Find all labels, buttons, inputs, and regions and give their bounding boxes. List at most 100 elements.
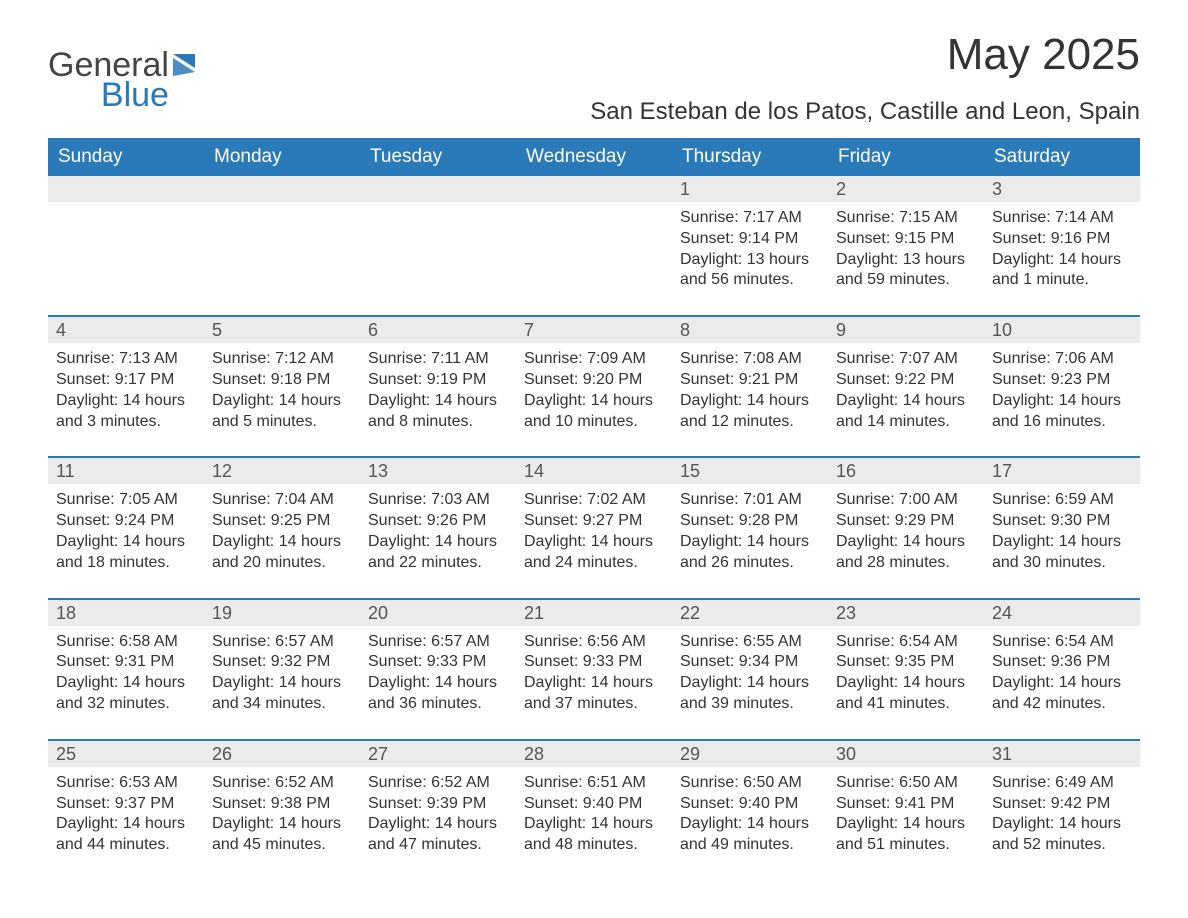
day-number: 20 [360,600,516,626]
daylight-text: Daylight: 14 hours and 49 minutes. [680,814,820,856]
sunset-text: Sunset: 9:26 PM [368,511,508,532]
day-cell: 25Sunrise: 6:53 AMSunset: 9:37 PMDayligh… [48,741,204,862]
sunset-text: Sunset: 9:18 PM [212,370,352,391]
day-cell: 1 Sunrise: 7:17 AMSunset: 9:14 PMDaylight… [672,176,828,297]
day-details: Sunrise: 6:52 AMSunset: 9:38 PMDaylight:… [204,767,360,862]
day-number: 11 [48,458,204,484]
dow-tuesday: Tuesday [360,138,516,176]
daylight-text: Daylight: 14 hours and 36 minutes. [368,673,508,715]
day-cell: 13Sunrise: 7:03 AMSunset: 9:26 PMDayligh… [360,458,516,579]
sunrise-text: Sunrise: 6:56 AM [524,632,664,653]
day-cell: 14Sunrise: 7:02 AMSunset: 9:27 PMDayligh… [516,458,672,579]
sunrise-text: Sunrise: 6:57 AM [212,632,352,653]
sunrise-text: Sunrise: 7:17 AM [680,208,820,229]
page-header: General Blue May 2025 San Esteban de los… [48,30,1140,126]
daylight-text: Daylight: 14 hours and 42 minutes. [992,673,1132,715]
day-details: Sunrise: 7:05 AMSunset: 9:24 PMDaylight:… [48,484,204,579]
brand-logo: General Blue [48,30,207,112]
sunset-text: Sunset: 9:37 PM [56,794,196,815]
sunrise-text: Sunrise: 6:59 AM [992,490,1132,511]
daylight-text: Daylight: 14 hours and 20 minutes. [212,532,352,574]
sunrise-text: Sunrise: 6:57 AM [368,632,508,653]
dow-monday: Monday [204,138,360,176]
sunrise-text: Sunrise: 7:08 AM [680,349,820,370]
day-details: Sunrise: 6:52 AMSunset: 9:39 PMDaylight:… [360,767,516,862]
day-cell: 9Sunrise: 7:07 AMSunset: 9:22 PMDaylight… [828,317,984,438]
sunset-text: Sunset: 9:28 PM [680,511,820,532]
sunset-text: Sunset: 9:40 PM [524,794,664,815]
sunset-text: Sunset: 9:30 PM [992,511,1132,532]
day-number: 18 [48,600,204,626]
month-year-title: May 2025 [590,30,1140,80]
sunset-text: Sunset: 9:34 PM [680,652,820,673]
day-details: Sunrise: 7:12 AMSunset: 9:18 PMDaylight:… [204,343,360,438]
sunset-text: Sunset: 9:35 PM [836,652,976,673]
day-number: 17 [984,458,1140,484]
day-number: 3 [984,176,1140,202]
daylight-text: Daylight: 14 hours and 41 minutes. [836,673,976,715]
sunset-text: Sunset: 9:36 PM [992,652,1132,673]
day-cell: 16Sunrise: 7:00 AMSunset: 9:29 PMDayligh… [828,458,984,579]
day-number: 27 [360,741,516,767]
sunset-text: Sunset: 9:14 PM [680,229,820,250]
day-details: Sunrise: 7:11 AMSunset: 9:19 PMDaylight:… [360,343,516,438]
day-details [516,202,672,214]
daylight-text: Daylight: 14 hours and 44 minutes. [56,814,196,856]
daylight-text: Daylight: 14 hours and 34 minutes. [212,673,352,715]
calendar-grid: Sunday Monday Tuesday Wednesday Thursday… [48,138,1140,862]
dow-thursday: Thursday [672,138,828,176]
day-details: Sunrise: 6:50 AMSunset: 9:40 PMDaylight:… [672,767,828,862]
brand-text: General Blue [48,48,169,112]
sunrise-text: Sunrise: 7:11 AM [368,349,508,370]
daylight-text: Daylight: 13 hours and 59 minutes. [836,250,976,292]
sunrise-text: Sunrise: 6:52 AM [368,773,508,794]
day-details [204,202,360,214]
daylight-text: Daylight: 14 hours and 1 minute. [992,250,1132,292]
day-cell: 19Sunrise: 6:57 AMSunset: 9:32 PMDayligh… [204,600,360,721]
sunrise-text: Sunrise: 6:54 AM [836,632,976,653]
day-number: 7 [516,317,672,343]
daylight-text: Daylight: 14 hours and 52 minutes. [992,814,1132,856]
daylight-text: Daylight: 14 hours and 32 minutes. [56,673,196,715]
daylight-text: Daylight: 14 hours and 14 minutes. [836,391,976,433]
weeks-container: 1Sunrise: 7:17 AMSunset: 9:14 PMDaylight… [48,176,1140,862]
sunset-text: Sunset: 9:33 PM [368,652,508,673]
day-cell [48,176,204,297]
sunrise-text: Sunrise: 6:50 AM [836,773,976,794]
day-details: Sunrise: 6:59 AMSunset: 9:30 PMDaylight:… [984,484,1140,579]
sunrise-text: Sunrise: 7:12 AM [212,349,352,370]
sunrise-text: Sunrise: 6:58 AM [56,632,196,653]
sunset-text: Sunset: 9:21 PM [680,370,820,391]
day-details: Sunrise: 6:55 AMSunset: 9:34 PMDaylight:… [672,626,828,721]
sunset-text: Sunset: 9:20 PM [524,370,664,391]
daylight-text: Daylight: 14 hours and 28 minutes. [836,532,976,574]
day-number: 21 [516,600,672,626]
day-details: Sunrise: 6:57 AMSunset: 9:32 PMDaylight:… [204,626,360,721]
day-details: Sunrise: 7:08 AMSunset: 9:21 PMDaylight:… [672,343,828,438]
day-number [516,176,672,202]
day-number: 30 [828,741,984,767]
sunrise-text: Sunrise: 6:52 AM [212,773,352,794]
day-details: Sunrise: 7:00 AMSunset: 9:29 PMDaylight:… [828,484,984,579]
day-number: 6 [360,317,516,343]
day-cell: 7Sunrise: 7:09 AMSunset: 9:20 PMDaylight… [516,317,672,438]
day-number: 9 [828,317,984,343]
day-details: Sunrise: 7:07 AMSunset: 9:22 PMDaylight:… [828,343,984,438]
day-details: Sunrise: 6:58 AMSunset: 9:31 PMDaylight:… [48,626,204,721]
day-number: 1 [672,176,828,202]
day-number: 26 [204,741,360,767]
sunset-text: Sunset: 9:39 PM [368,794,508,815]
daylight-text: Daylight: 14 hours and 24 minutes. [524,532,664,574]
daylight-text: Daylight: 14 hours and 10 minutes. [524,391,664,433]
day-cell: 5Sunrise: 7:12 AMSunset: 9:18 PMDaylight… [204,317,360,438]
day-number: 22 [672,600,828,626]
day-details: Sunrise: 7:14 AMSunset: 9:16 PMDaylight:… [984,202,1140,297]
dow-saturday: Saturday [984,138,1140,176]
day-cell [516,176,672,297]
day-details: Sunrise: 7:13 AMSunset: 9:17 PMDaylight:… [48,343,204,438]
day-details: Sunrise: 6:53 AMSunset: 9:37 PMDaylight:… [48,767,204,862]
day-number: 24 [984,600,1140,626]
daylight-text: Daylight: 13 hours and 56 minutes. [680,250,820,292]
daylight-text: Daylight: 14 hours and 51 minutes. [836,814,976,856]
day-details: Sunrise: 6:54 AMSunset: 9:36 PMDaylight:… [984,626,1140,721]
